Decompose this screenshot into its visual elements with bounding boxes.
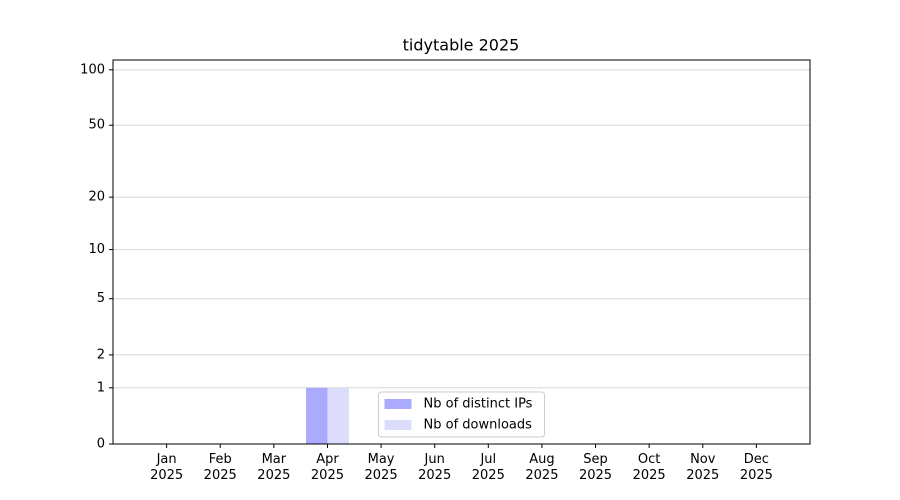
bar <box>327 387 349 444</box>
x-tick-label: Nov 2025 <box>686 452 720 483</box>
x-tick-label: May 2025 <box>364 452 398 483</box>
y-tick-label: 5 <box>97 291 105 306</box>
x-tick-label: Jun 2025 <box>418 452 452 483</box>
y-tick-label: 100 <box>80 62 105 77</box>
x-tick-label: Apr 2025 <box>310 452 344 483</box>
y-tick-label: 0 <box>97 437 105 452</box>
y-tick-label: 50 <box>88 118 105 133</box>
axes-frame <box>112 59 811 445</box>
legend-label: Nb of downloads <box>424 418 533 433</box>
x-tick-label: Feb 2025 <box>203 452 237 483</box>
legend-swatch <box>384 420 412 430</box>
bar <box>306 387 328 444</box>
legend-swatch <box>384 399 412 409</box>
legend-label: Nb of distinct IPs <box>424 397 533 412</box>
x-tick-label: Jul 2025 <box>471 452 505 483</box>
y-tick-label: 1 <box>97 380 105 395</box>
x-tick-label: Mar 2025 <box>257 452 291 483</box>
x-tick-label: Aug 2025 <box>525 452 559 483</box>
y-tick-label: 20 <box>88 190 105 205</box>
legend: Nb of distinct IPs Nb of downloads <box>378 391 545 438</box>
x-tick-label: Dec 2025 <box>739 452 773 483</box>
chart-title: tidytable 2025 <box>403 36 520 55</box>
y-tick-label: 10 <box>88 242 105 257</box>
x-tick-label: Sep 2025 <box>578 452 613 483</box>
y-tick-label: 2 <box>97 347 105 362</box>
legend-box <box>378 391 545 438</box>
x-tick-label: Jan 2025 <box>150 452 184 483</box>
x-tick-label: Oct 2025 <box>632 452 666 483</box>
